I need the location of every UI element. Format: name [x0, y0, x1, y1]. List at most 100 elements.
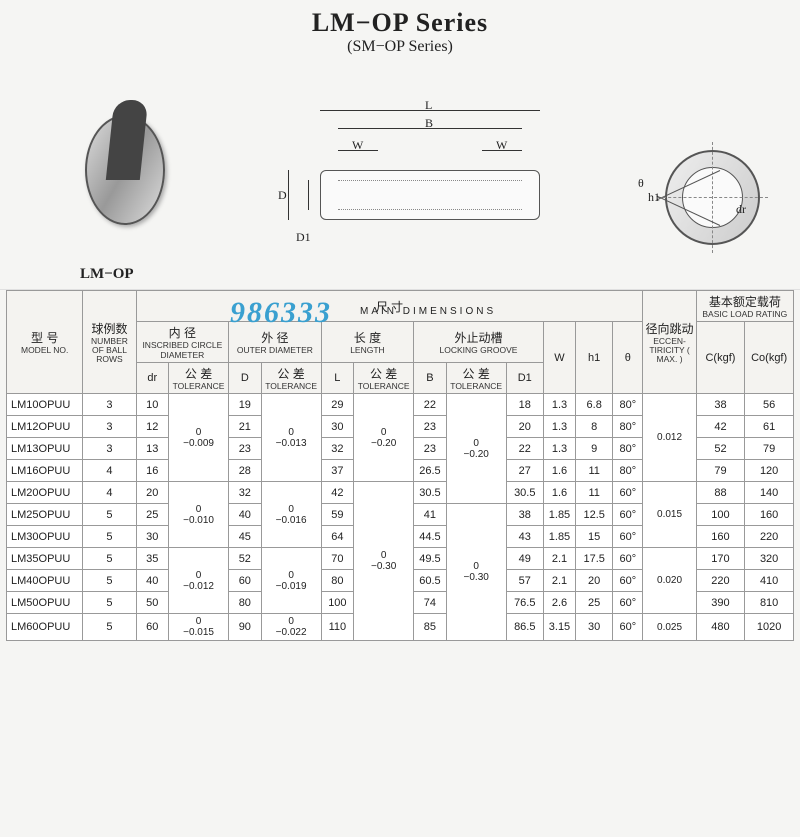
main-title: LM−OP Series — [0, 8, 800, 38]
cell-rows: 5 — [83, 548, 136, 570]
col-od: 外 径 OUTER DIAMETER — [229, 322, 322, 363]
cell-h1: 6.8 — [576, 394, 613, 416]
cell-theta: 80° — [613, 460, 643, 482]
cell-model: LM12OPUU — [7, 416, 83, 438]
table-row: LM20OPUU4200−0.010320−0.016420−0.3030.53… — [7, 482, 794, 504]
col-W: W — [543, 322, 575, 394]
cell-model: LM25OPUU — [7, 504, 83, 526]
cell-D: 45 — [229, 526, 261, 548]
dim-D: D — [278, 188, 287, 203]
spec-table: 型 号 MODEL NO. 球例数 NUMBER OF BALL ROWS 尺 … — [6, 290, 794, 641]
cell-L: 100 — [321, 592, 353, 614]
col-len: 长 度 LENGTH — [321, 322, 414, 363]
cell-D: 28 — [229, 460, 261, 482]
cell-C: 390 — [696, 592, 745, 614]
cell-D: 32 — [229, 482, 261, 504]
cell-h1: 15 — [576, 526, 613, 548]
cell-theta: 60° — [613, 570, 643, 592]
main-dim-overlay: MAIN DIMENSIONS — [360, 306, 496, 317]
cell-D: 21 — [229, 416, 261, 438]
cell-W: 1.85 — [543, 504, 575, 526]
cell-C: 88 — [696, 482, 745, 504]
cell-theta: 80° — [613, 438, 643, 460]
cell-D: 60 — [229, 570, 261, 592]
tolerance-cell: 0.025 — [643, 614, 696, 641]
cell-B: 30.5 — [414, 482, 446, 504]
cell-B: 49.5 — [414, 548, 446, 570]
tolerance-cell: 0−0.010 — [168, 482, 228, 548]
cell-B: 23 — [414, 416, 446, 438]
cell-C: 170 — [696, 548, 745, 570]
cell-dr: 25 — [136, 504, 168, 526]
cell-model: LM60OPUU — [7, 614, 83, 641]
cell-rows: 5 — [83, 504, 136, 526]
cell-C: 100 — [696, 504, 745, 526]
cell-C: 79 — [696, 460, 745, 482]
col-D: D — [229, 363, 261, 394]
tolerance-cell: 0−0.012 — [168, 548, 228, 614]
cell-C: 220 — [696, 570, 745, 592]
cell-Co: 160 — [745, 504, 794, 526]
cell-dr: 35 — [136, 548, 168, 570]
tolerance-cell: 0−0.30 — [446, 504, 506, 641]
cell-h1: 25 — [576, 592, 613, 614]
cell-h1: 8 — [576, 416, 613, 438]
cell-D: 52 — [229, 548, 261, 570]
cell-theta: 60° — [613, 526, 643, 548]
cell-rows: 3 — [83, 416, 136, 438]
col-D-tol: 公 差TOLERANCE — [261, 363, 321, 394]
cell-dr: 50 — [136, 592, 168, 614]
cell-L: 59 — [321, 504, 353, 526]
cell-L: 29 — [321, 394, 353, 416]
cell-W: 2.1 — [543, 548, 575, 570]
cell-L: 70 — [321, 548, 353, 570]
cell-h1: 11 — [576, 460, 613, 482]
tolerance-cell: 0−0.20 — [354, 394, 414, 482]
cell-h1: 30 — [576, 614, 613, 641]
sub-title: (SM−OP Series) — [0, 38, 800, 56]
cell-B: 26.5 — [414, 460, 446, 482]
cell-dr: 10 — [136, 394, 168, 416]
cell-C: 38 — [696, 394, 745, 416]
cell-W: 1.3 — [543, 416, 575, 438]
cell-W: 2.6 — [543, 592, 575, 614]
dim-L: L — [425, 98, 432, 113]
diagram-caption: LM−OP — [80, 266, 134, 283]
dim-dr: dr — [736, 202, 746, 217]
cell-L: 37 — [321, 460, 353, 482]
cell-C: 160 — [696, 526, 745, 548]
cell-theta: 60° — [613, 482, 643, 504]
cell-theta: 80° — [613, 394, 643, 416]
cell-Co: 1020 — [745, 614, 794, 641]
cell-L: 64 — [321, 526, 353, 548]
cell-theta: 60° — [613, 548, 643, 570]
tolerance-cell: 0.012 — [643, 394, 696, 482]
cell-D1: 30.5 — [506, 482, 543, 504]
col-groove: 外止动槽 LOCKING GROOVE — [414, 322, 544, 363]
cell-Co: 61 — [745, 416, 794, 438]
title-block: LM−OP Series (SM−OP Series) — [0, 0, 800, 60]
cell-Co: 220 — [745, 526, 794, 548]
cell-C: 52 — [696, 438, 745, 460]
cell-Co: 120 — [745, 460, 794, 482]
tolerance-cell: 0.015 — [643, 482, 696, 548]
cell-D1: 57 — [506, 570, 543, 592]
cell-h1: 9 — [576, 438, 613, 460]
col-dr-tol: 公 差TOLERANCE — [168, 363, 228, 394]
dim-W1: W — [352, 138, 363, 153]
cell-D1: 49 — [506, 548, 543, 570]
cell-W: 2.1 — [543, 570, 575, 592]
cell-theta: 60° — [613, 592, 643, 614]
col-load: 基本额定载荷 BASIC LOAD RATING — [696, 291, 793, 322]
cell-dr: 40 — [136, 570, 168, 592]
col-L-tol: 公 差TOLERANCE — [354, 363, 414, 394]
tolerance-cell: 0−0.013 — [261, 394, 321, 482]
tolerance-cell: 0−0.30 — [354, 482, 414, 641]
cell-Co: 140 — [745, 482, 794, 504]
cell-W: 3.15 — [543, 614, 575, 641]
cell-rows: 3 — [83, 438, 136, 460]
cell-dr: 20 — [136, 482, 168, 504]
cell-D1: 76.5 — [506, 592, 543, 614]
cell-L: 30 — [321, 416, 353, 438]
cell-L: 42 — [321, 482, 353, 504]
